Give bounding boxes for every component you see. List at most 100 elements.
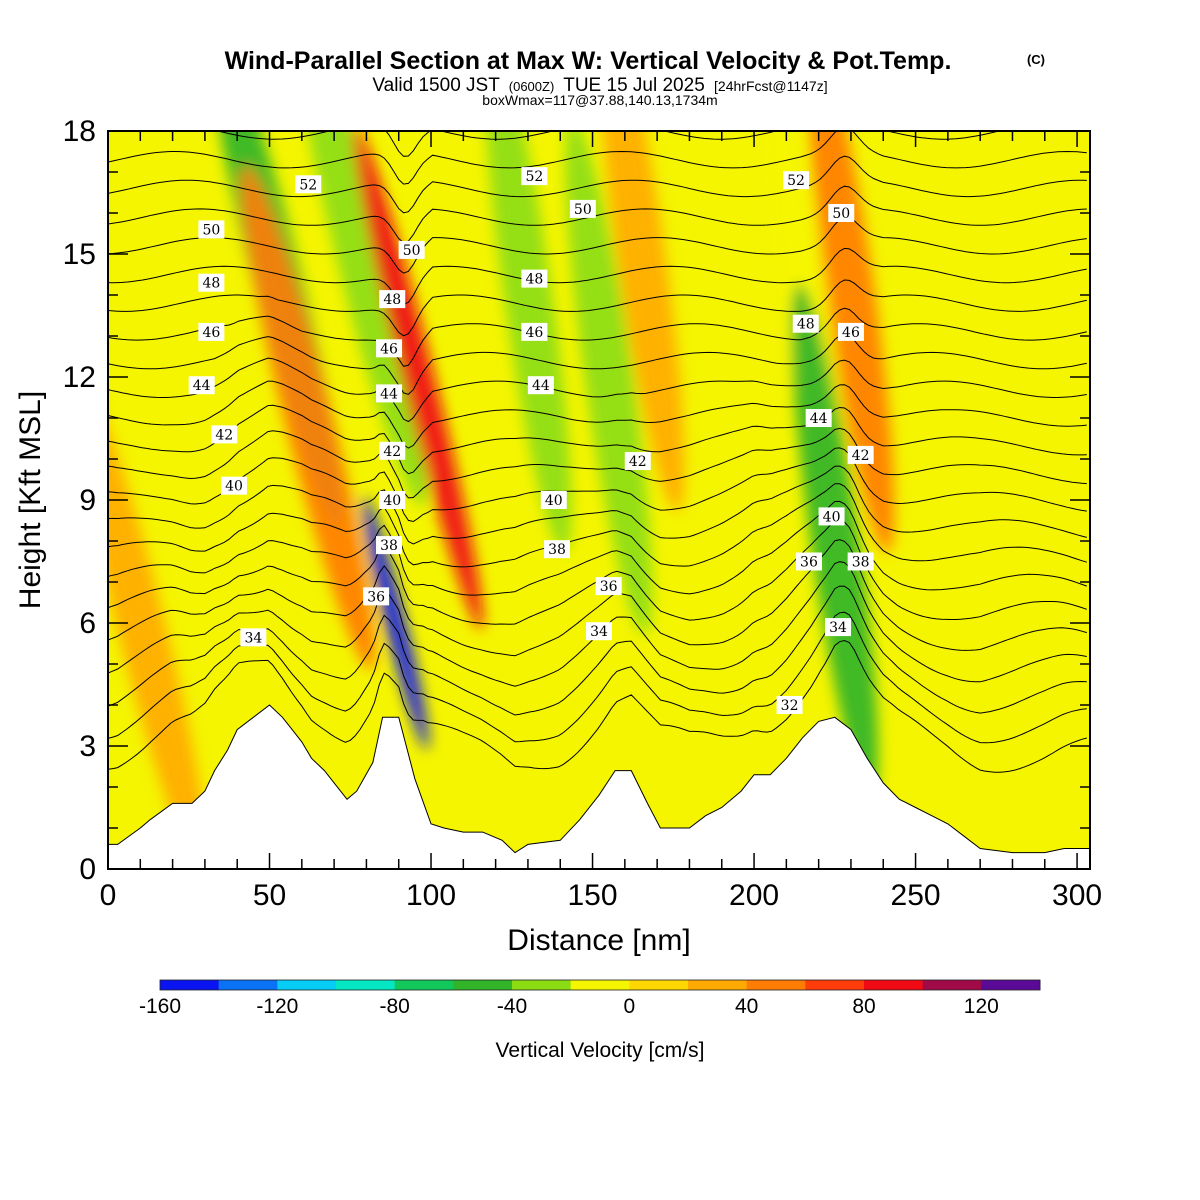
isentrope-label: 32 [776,696,803,714]
isentrope-label-text: 46 [842,325,860,341]
isentrope-label: 42 [847,445,874,464]
colorbar-swatch [864,980,924,990]
isentrope-line [108,404,1087,475]
isentrope-label-text: 42 [629,454,647,470]
isentrope-label-text: 48 [383,292,401,308]
isentrope-label: 44 [805,409,832,427]
isentrope-label-box [825,618,852,637]
isentrope-label-box [847,552,874,571]
isentrope-label-text: 46 [202,325,220,341]
isentrope-label: 42 [211,425,238,444]
isentrope-label-box [847,445,874,464]
plot-area: 52 50 48 46 44 42 40 34 50 48 46 44 42 40 38 36 52 50 48 46… [108,131,1090,869]
isentrope-label-box [379,290,406,309]
isentrope-lines [108,131,1087,773]
isentrope-line [108,216,1087,274]
isentrope-label-box [818,507,845,526]
isentrope-label-box [295,175,322,194]
isentrope-label-box [783,171,810,190]
isentrope-label-text: 50 [403,243,421,259]
isentrope-label-text: 48 [797,317,815,333]
isentrope-label-box [198,220,225,239]
isentrope-label-text: 44 [193,378,211,394]
isentrope-label-text: 38 [852,555,870,571]
isentrope-label-box [624,452,651,471]
isentrope-line [108,357,1087,423]
isentrope-label: 44 [188,376,215,395]
isentrope-line [108,155,1087,214]
isentrope-label-text: 36 [367,589,385,605]
isentrope-label: 46 [198,322,225,341]
colorbar-swatch [453,980,513,990]
velocity-band [565,131,652,635]
x-tick-label: 200 [729,879,779,912]
isentrope-label-box [569,199,596,218]
isentrope-line [108,427,1087,499]
x-tick-label: 150 [568,879,618,912]
info-line: boxWmax=117@37.88,140.13,1734m [482,92,717,108]
colorbar-swatch [805,980,865,990]
chart-title-main: Wind-Parallel Section at Max W: Vertical… [225,47,952,75]
isentrope-line [108,279,1087,337]
colorbar-swatch [746,980,806,990]
isentrope-label-text: 38 [380,538,398,554]
colorbar: -160 -120 -80 -40 0 40 80 120 [139,979,1041,1018]
y-tick-label: 3 [79,730,96,763]
y-tick-label: 9 [79,484,96,517]
isentrope-label-text: 52 [787,173,805,189]
velocity-band [292,131,428,507]
subtitle-zulu: (0600Z) [509,79,555,94]
colorbar-label: Vertical Velocity [cm/s] [496,1039,705,1062]
isentrope-label-box [188,376,215,395]
colorbar-tick-label: -40 [497,995,527,1018]
isentrope-label-box [376,339,403,358]
colorbar-frame [159,979,1041,991]
colorbar-swatch [394,980,454,990]
isentrope-label-box [837,322,864,341]
colorbar-swatch [629,980,689,990]
x-tick-label: 50 [253,879,286,912]
isentrope-label: 40 [818,507,845,526]
colorbar-swatch [512,980,572,990]
isentrope-label-box [540,491,567,509]
isentrope-label: 50 [398,240,425,259]
chart-title: Wind-Parallel Section at Max W: Vertical… [225,47,1045,75]
isentrope-label: 52 [783,171,810,190]
x-tick-label: 300 [1052,879,1102,912]
isentrope-label: 34 [586,622,612,641]
isentrope-label: 36 [595,577,622,596]
subtitle-valid: Valid 1500 JST [372,75,500,96]
x-axis-label: Distance [nm] [507,924,690,957]
colorbar-swatch [570,980,630,990]
isentrope-label-box [527,376,554,395]
subtitle-forecast: [24hrFcst@1147z] [714,78,828,94]
isentrope-label-box [376,384,403,403]
isentrope-label-text: 52 [299,177,317,193]
isentrope-line [108,639,1087,773]
isentrope-line [108,307,1087,367]
x-axis: 0 50 100 150 200 250 300 [100,131,1102,912]
isentrope-label-text: 48 [202,276,220,292]
isentrope-label-text: 44 [532,378,550,394]
isentrope-label-box [198,273,225,292]
isentrope-line [108,500,1087,596]
isentrope-label: 52 [521,167,548,186]
isentrope-line [108,380,1087,449]
isentrope-label: 44 [376,384,403,403]
isentrope-label-text: 42 [215,427,233,443]
isentrope-labels: 52 50 48 46 44 42 40 34 50 48 46 44 42 40 38 36 52 50 48 46… [188,167,874,714]
isentrope-label: 38 [847,552,874,571]
isentrope-label-box [220,476,247,495]
isentrope-label-box [363,587,390,606]
isentrope-label: 36 [363,587,390,606]
isentrope-label-text: 34 [244,630,262,646]
colorbar-swatch [688,980,748,990]
isentrope-label-box [828,204,855,222]
colorbar-swatch [981,980,1041,990]
isentrope-line [108,131,1002,157]
velocity-band [353,131,483,630]
isentrope-label-text: 32 [781,698,799,714]
isentrope-label-text: 36 [800,555,818,571]
isentrope-label: 40 [540,491,567,509]
